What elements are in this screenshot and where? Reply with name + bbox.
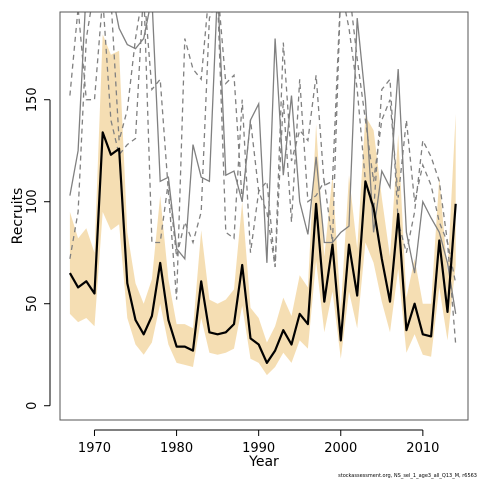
y-axis-title: Recruits [10,188,26,245]
plot-area [68,12,457,376]
x-tick-label: 2010 [406,441,439,456]
x-tick-label: 1990 [242,441,275,456]
footnote: stockassessment.org, NS_sel_1_age3_all_Q… [338,473,477,479]
confidence-band [69,34,456,376]
x-tick-label: 2000 [324,441,357,456]
comparison-line-2 [69,12,457,345]
x-tick-label: 1980 [160,441,193,456]
y-tick-label: 150 [25,87,40,112]
y-tick-label: 50 [25,295,40,312]
x-axis-title: Year [248,454,279,470]
x-tick-label: 1970 [78,441,111,456]
y-tick-label: 100 [25,189,40,214]
axes: 1970 1980 1990 2000 2010 0 50 100 150 [25,87,439,456]
comparison-line-3 [69,12,457,300]
plot-frame [59,11,469,421]
y-tick-label: 0 [25,402,40,410]
recruits-estimate-line [68,131,457,364]
